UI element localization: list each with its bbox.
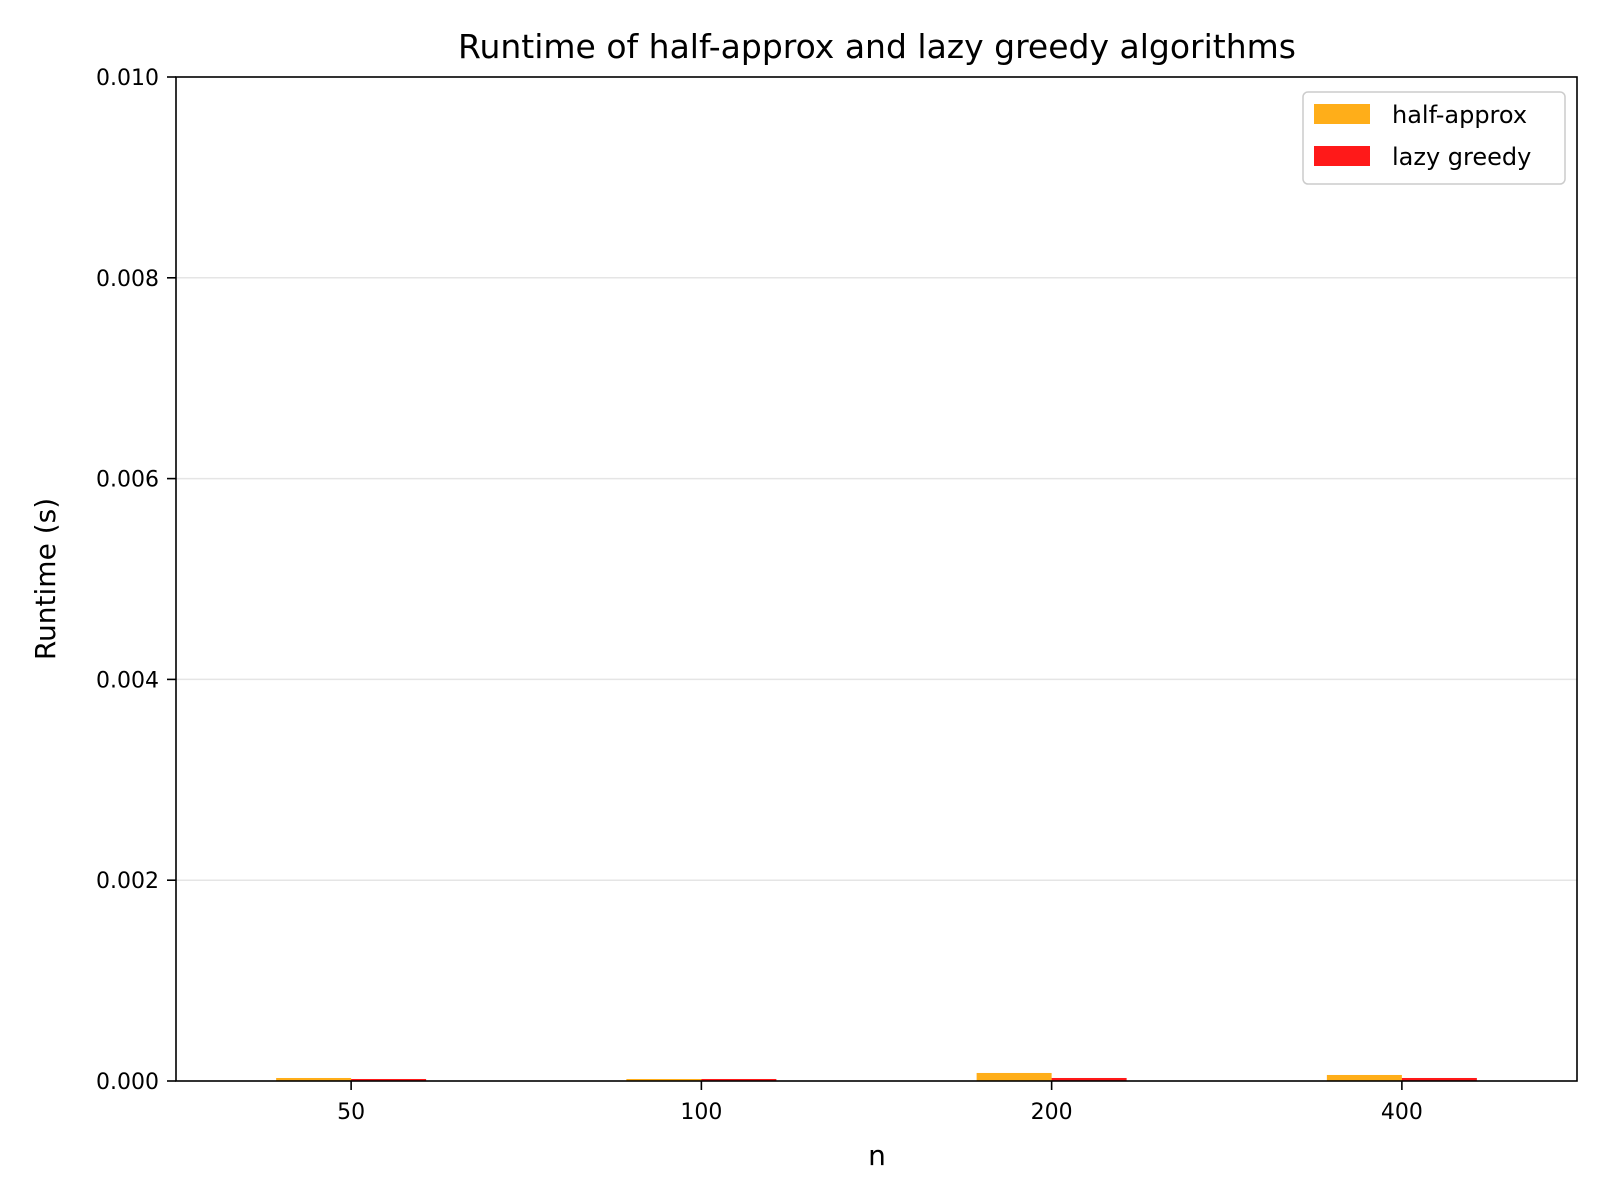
bar-lazy-greedy-100 — [701, 1078, 777, 1081]
y-axis-label: Runtime (s) — [29, 498, 62, 660]
chart-title: Runtime of half-approx and lazy greedy a… — [458, 27, 1296, 66]
y-tick-label: 0.000 — [96, 1070, 159, 1095]
bar-half-approx-50 — [276, 1077, 352, 1081]
bar-lazy-greedy-50 — [351, 1078, 427, 1081]
legend-swatch-lazy-greedy — [1314, 146, 1370, 166]
x-tick-label: 50 — [337, 1100, 365, 1125]
y-tick-label: 0.006 — [96, 468, 159, 493]
y-tick-label: 0.002 — [96, 869, 159, 894]
plot-area-frame — [175, 76, 1578, 1082]
y-tick-label: 0.010 — [96, 66, 159, 91]
legend-label-lazy-greedy: lazy greedy — [1392, 143, 1531, 171]
x-tick-label: 200 — [1031, 1100, 1073, 1125]
gridlines — [176, 277, 1577, 881]
x-axis-label: n — [868, 1139, 886, 1172]
bar-half-approx-200 — [976, 1072, 1052, 1081]
legend-label-half-approx: half-approx — [1392, 101, 1527, 129]
legend-swatch-half-approx — [1314, 104, 1370, 124]
y-tick-label: 0.008 — [96, 267, 159, 292]
bar-half-approx-400 — [1326, 1074, 1402, 1081]
y-axis: 0.000 0.002 0.004 0.006 0.008 0.010 — [96, 66, 176, 1095]
bar-half-approx-100 — [626, 1078, 702, 1081]
bar-lazy-greedy-200 — [1051, 1077, 1127, 1081]
bar-lazy-greedy-400 — [1401, 1077, 1477, 1081]
x-axis: 50 100 200 400 — [337, 1081, 1423, 1125]
bars — [276, 1072, 1477, 1081]
x-tick-label: 100 — [680, 1100, 722, 1125]
y-tick-label: 0.004 — [96, 668, 159, 693]
x-tick-label: 400 — [1381, 1100, 1423, 1125]
legend: half-approx lazy greedy — [1302, 91, 1566, 185]
